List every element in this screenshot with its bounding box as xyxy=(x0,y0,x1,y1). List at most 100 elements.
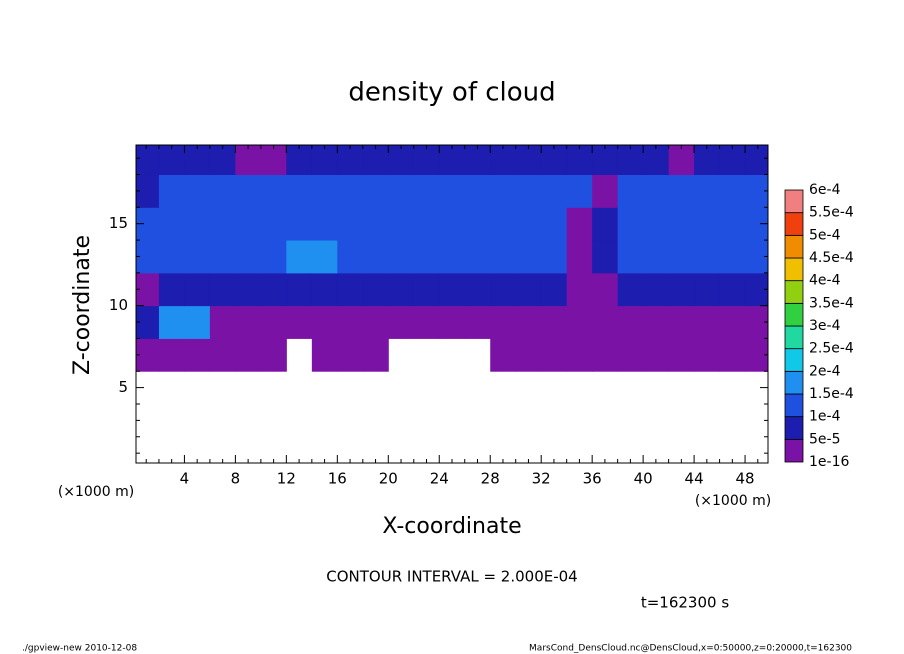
cell xyxy=(694,305,721,339)
cell xyxy=(566,272,593,307)
cell xyxy=(337,145,364,176)
cell xyxy=(260,207,287,241)
colorbar-swatch xyxy=(784,189,804,214)
cell xyxy=(566,240,593,274)
cell xyxy=(362,240,389,274)
x-tick-label: 32 xyxy=(532,470,551,488)
cell xyxy=(235,240,262,274)
cell xyxy=(388,174,415,208)
cell xyxy=(541,207,568,241)
cell xyxy=(719,207,746,241)
cell xyxy=(719,272,746,307)
cell xyxy=(515,145,542,176)
cell xyxy=(337,272,364,307)
cell xyxy=(158,272,185,307)
cell xyxy=(643,240,670,274)
cell xyxy=(694,207,721,241)
x-unit: (×1000 m) xyxy=(58,484,134,500)
cell xyxy=(745,207,768,241)
cell xyxy=(515,272,542,307)
cell xyxy=(337,240,364,274)
cell xyxy=(184,174,211,208)
cell xyxy=(362,207,389,241)
x-tick-label: 44 xyxy=(685,470,704,488)
cell xyxy=(286,174,313,208)
cell xyxy=(260,338,287,372)
cell xyxy=(719,174,746,208)
colorbar-swatch xyxy=(784,393,804,418)
x-tick-label: 36 xyxy=(583,470,602,488)
cell xyxy=(464,207,491,241)
colorbar-label: 5.5e-4 xyxy=(809,205,854,221)
cell xyxy=(286,305,313,339)
cell xyxy=(617,338,644,372)
cell xyxy=(362,272,389,307)
x-unit: (×1000 m) xyxy=(695,493,771,509)
cell xyxy=(136,145,160,176)
cell xyxy=(311,207,338,241)
cell xyxy=(209,207,236,241)
cell xyxy=(643,207,670,241)
cell xyxy=(184,145,211,176)
cell xyxy=(413,174,440,208)
cell xyxy=(260,145,287,176)
cell xyxy=(617,145,644,176)
cell xyxy=(439,305,466,339)
cell xyxy=(745,305,768,339)
cell xyxy=(490,207,517,241)
chart-title: density of cloud xyxy=(348,78,555,108)
colorbar-label: 3e-4 xyxy=(809,318,841,334)
cell xyxy=(617,305,644,339)
cell xyxy=(439,240,466,274)
cell xyxy=(311,272,338,307)
cell xyxy=(694,338,721,372)
cell xyxy=(439,174,466,208)
cell xyxy=(694,174,721,208)
cell xyxy=(388,305,415,339)
cell xyxy=(490,272,517,307)
footer: MarsCond_DensCloud.nc@DensCloud,x=0:5000… xyxy=(529,644,852,654)
cell xyxy=(136,338,160,372)
cell xyxy=(566,145,593,176)
cell xyxy=(566,207,593,241)
y-tick-label: 15 xyxy=(109,214,128,232)
cell xyxy=(592,145,619,176)
cell xyxy=(158,145,185,176)
cell xyxy=(209,145,236,176)
colorbar-swatch xyxy=(784,325,804,350)
cell xyxy=(337,174,364,208)
cell xyxy=(337,305,364,339)
colorbar-label: 2e-4 xyxy=(809,363,841,379)
contour-note: CONTOUR INTERVAL = 2.000E-04 xyxy=(326,568,577,586)
cell xyxy=(209,305,236,339)
cell xyxy=(617,240,644,274)
cell xyxy=(541,174,568,208)
cell xyxy=(184,240,211,274)
cell xyxy=(235,145,262,176)
colorbar-swatch xyxy=(784,257,804,282)
cell xyxy=(235,338,262,372)
x-tick-label: 24 xyxy=(430,470,449,488)
x-tick-label: 40 xyxy=(634,470,653,488)
cell xyxy=(158,207,185,241)
y-tick-label: 10 xyxy=(109,296,128,314)
cell xyxy=(158,240,185,274)
cell xyxy=(745,240,768,274)
field xyxy=(136,145,768,372)
cell xyxy=(388,207,415,241)
cell xyxy=(209,338,236,372)
cell xyxy=(439,272,466,307)
cell xyxy=(745,338,768,372)
cell xyxy=(235,207,262,241)
cell xyxy=(260,174,287,208)
x-tick-label: 28 xyxy=(481,470,500,488)
time-note: t=162300 s xyxy=(641,594,729,612)
cell xyxy=(184,305,211,339)
colorbar-swatch xyxy=(784,280,804,304)
cell xyxy=(311,174,338,208)
cell xyxy=(413,305,440,339)
cell xyxy=(745,272,768,307)
cell xyxy=(515,207,542,241)
cell xyxy=(413,240,440,274)
cell xyxy=(311,240,338,274)
